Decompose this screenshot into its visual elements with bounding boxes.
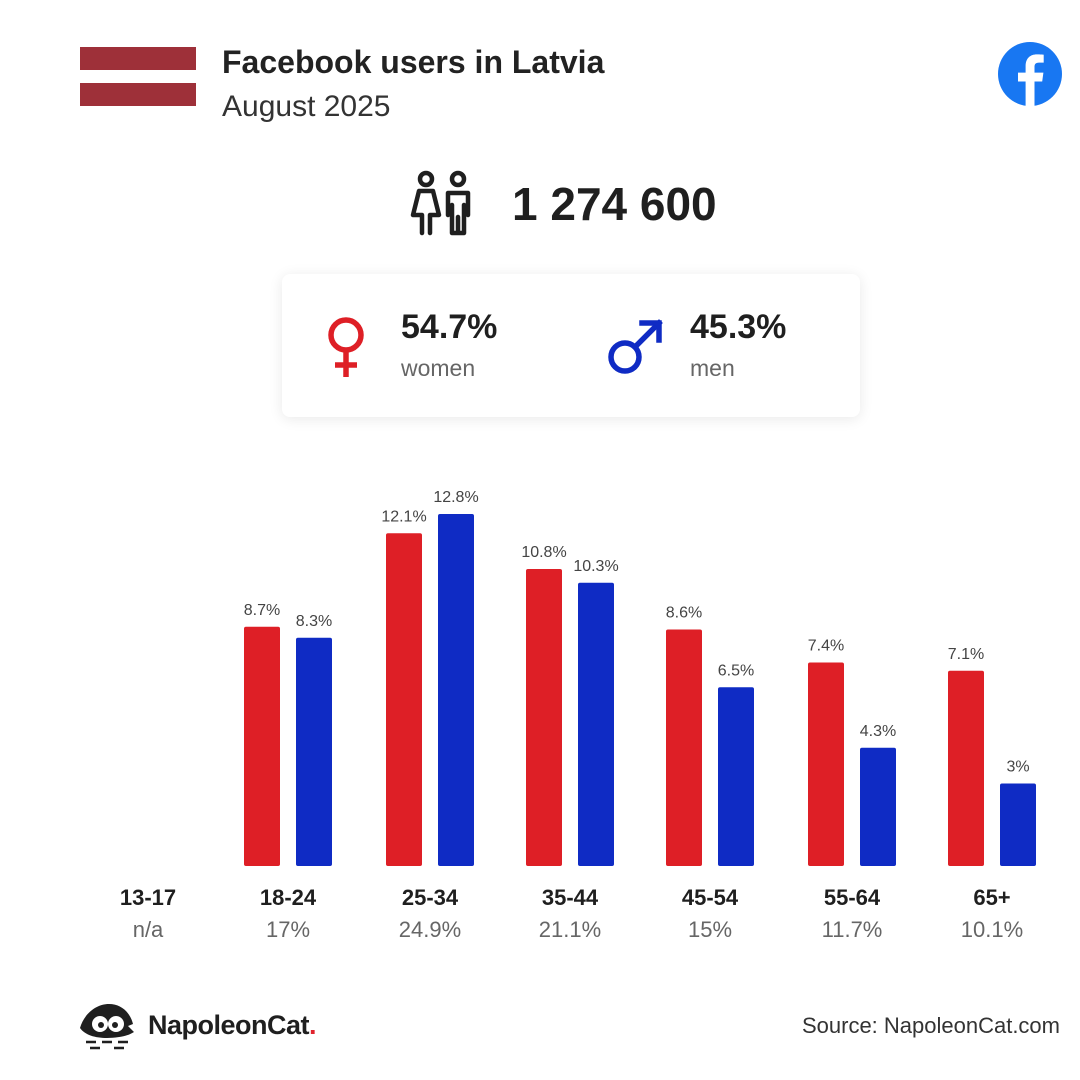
age-group-label: 13-17 [119, 885, 177, 910]
facebook-icon [998, 42, 1062, 106]
bar-value-label: 7.1% [948, 646, 984, 663]
age-group-label: 45-54 [681, 885, 739, 910]
bar-value-label: 4.3% [860, 723, 896, 740]
female-symbol-icon [328, 317, 364, 377]
bar-value-label: 10.8% [521, 544, 566, 561]
age-group-share: 11.7% [821, 917, 883, 942]
flag-middle-stripe [80, 70, 196, 83]
women-percent: 54.7% [401, 308, 498, 346]
age-group-label: 65+ [973, 885, 1011, 910]
napoleoncat-logo-icon [80, 1004, 134, 1050]
bar-value-label: 8.7% [244, 602, 280, 619]
male-symbol-icon [608, 319, 663, 374]
bar-women-18-24 [244, 626, 280, 866]
men-label: men [690, 355, 735, 381]
bar-value-label: 7.4% [808, 638, 844, 655]
bar-men-35-44 [578, 582, 614, 866]
bar-women-45-54 [666, 629, 702, 866]
brand: NapoleonCat. [78, 1000, 317, 1050]
age-group-label: 55-64 [823, 885, 881, 910]
bar-men-25-34 [438, 514, 474, 866]
bar-value-label: 6.5% [718, 662, 754, 679]
total-users-row: 1 274 600 [408, 168, 717, 240]
bar-women-65+ [948, 670, 984, 866]
total-users-value: 1 274 600 [512, 178, 717, 230]
age-group-label: 25-34 [401, 885, 459, 910]
bar-value-label: 8.3% [296, 613, 332, 630]
bar-women-25-34 [386, 533, 422, 866]
source-label: Source: NapoleonCat.com [801, 1013, 1060, 1038]
flag-bottom-stripe [80, 83, 196, 106]
flag-top-stripe [80, 47, 196, 70]
age-group-label: 18-24 [259, 885, 317, 910]
bar-men-55-64 [860, 747, 896, 866]
age-group-label: 35-44 [541, 885, 599, 910]
bar-men-45-54 [718, 687, 754, 866]
age-group-share: 10.1% [960, 917, 1024, 942]
people-icon [410, 170, 471, 236]
age-group-share: 24.9% [398, 917, 462, 942]
page-subtitle: August 2025 [222, 90, 391, 123]
bar-value-label: 8.6% [666, 605, 702, 622]
bar-women-55-64 [808, 662, 844, 866]
age-group-share: 21.1% [538, 917, 602, 942]
gender-split-card: 54.7% women 45.3% men [282, 274, 860, 417]
bar-men-65+ [1000, 783, 1036, 866]
brand-name: NapoleonCat. [148, 1009, 317, 1040]
latvia-flag [80, 47, 196, 106]
women-label: women [401, 355, 476, 381]
men-percent: 45.3% [690, 308, 787, 346]
page-title: Facebook users in Latvia [222, 44, 605, 80]
bar-value-label: 3% [1006, 759, 1029, 776]
age-group-share: n/a [132, 917, 164, 942]
age-group-share: 15% [687, 917, 733, 942]
bar-women-35-44 [526, 569, 562, 866]
bar-value-label: 10.3% [573, 558, 618, 575]
bar-value-label: 12.1% [381, 508, 426, 525]
bar-men-18-24 [296, 637, 332, 866]
age-group-share: 17% [265, 917, 311, 942]
bar-value-label: 12.8% [433, 489, 478, 506]
